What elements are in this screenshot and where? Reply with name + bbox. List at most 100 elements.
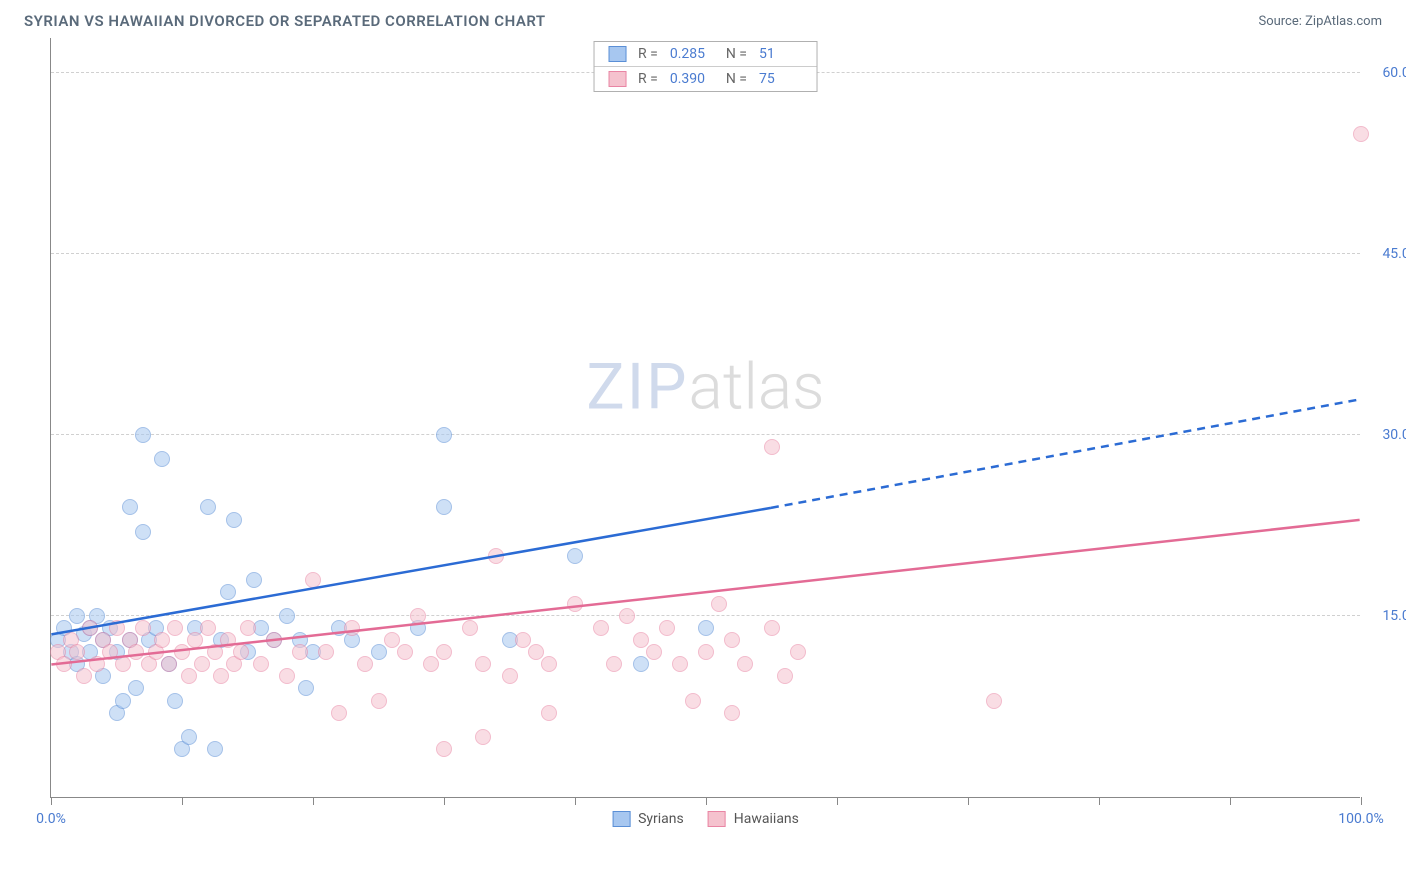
data-point xyxy=(344,620,360,636)
data-point xyxy=(135,620,151,636)
x-tick xyxy=(1230,797,1231,805)
plot-area: ZIPatlas R =0.285N =51R =0.390N =75 Syri… xyxy=(50,38,1360,798)
data-point xyxy=(220,632,236,648)
data-point xyxy=(194,656,210,672)
data-point xyxy=(986,693,1002,709)
data-point xyxy=(633,656,649,672)
data-point xyxy=(318,644,334,660)
data-point xyxy=(56,656,72,672)
data-point xyxy=(200,620,216,636)
data-point xyxy=(253,656,269,672)
n-value: 51 xyxy=(759,46,803,62)
r-label: R = xyxy=(638,46,658,62)
data-point xyxy=(109,620,125,636)
data-point xyxy=(462,620,478,636)
y-tick-label: 30.0% xyxy=(1365,427,1406,443)
data-point xyxy=(371,693,387,709)
x-tick-label: 0.0% xyxy=(36,811,66,827)
data-point xyxy=(357,656,373,672)
data-point xyxy=(410,608,426,624)
data-point xyxy=(436,499,452,515)
data-point xyxy=(528,644,544,660)
legend-series-item: Hawaiians xyxy=(708,811,799,827)
watermark: ZIPatlas xyxy=(586,350,824,425)
x-tick-label: 100.0% xyxy=(1338,811,1383,827)
gridline xyxy=(51,615,1360,616)
gridline xyxy=(51,253,1360,254)
data-point xyxy=(167,693,183,709)
data-point xyxy=(69,608,85,624)
data-point xyxy=(279,608,295,624)
data-point xyxy=(233,644,249,660)
data-point xyxy=(207,741,223,757)
data-point xyxy=(646,644,662,660)
legend-series-label: Syrians xyxy=(638,811,684,827)
legend-swatch xyxy=(612,811,630,827)
data-point xyxy=(292,644,308,660)
chart-header: SYRIAN VS HAWAIIAN DIVORCED OR SEPARATED… xyxy=(0,0,1406,38)
series-legend: Syrians Hawaiians xyxy=(612,811,799,827)
data-point xyxy=(154,451,170,467)
data-point xyxy=(672,656,688,672)
legend-series-label: Hawaiians xyxy=(734,811,799,827)
data-point xyxy=(305,572,321,588)
data-point xyxy=(436,741,452,757)
data-point xyxy=(502,668,518,684)
data-point xyxy=(69,644,85,660)
data-point xyxy=(606,656,622,672)
data-point xyxy=(698,644,714,660)
data-point xyxy=(436,644,452,660)
source-attribution: Source: ZipAtlas.com xyxy=(1258,14,1382,29)
data-point xyxy=(593,620,609,636)
r-value: 0.390 xyxy=(670,71,714,87)
data-point xyxy=(790,644,806,660)
data-point xyxy=(488,548,504,564)
chart-title: SYRIAN VS HAWAIIAN DIVORCED OR SEPARATED… xyxy=(24,12,546,30)
legend-swatch xyxy=(608,46,626,62)
data-point xyxy=(711,596,727,612)
data-point xyxy=(397,644,413,660)
chart-container: Divorced or Separated ZIPatlas R =0.285N… xyxy=(50,38,1382,798)
data-point xyxy=(698,620,714,636)
data-point xyxy=(174,644,190,660)
data-point xyxy=(724,705,740,721)
data-point xyxy=(220,584,236,600)
data-point xyxy=(764,620,780,636)
data-point xyxy=(167,620,183,636)
data-point xyxy=(475,729,491,745)
trendlines-layer xyxy=(51,38,1360,797)
data-point xyxy=(764,439,780,455)
data-point xyxy=(89,656,105,672)
n-label: N = xyxy=(726,46,747,62)
r-label: R = xyxy=(638,71,658,87)
data-point xyxy=(82,620,98,636)
legend-stat-row: R =0.390N =75 xyxy=(594,67,817,91)
data-point xyxy=(567,596,583,612)
data-point xyxy=(541,705,557,721)
data-point xyxy=(384,632,400,648)
x-tick xyxy=(182,797,183,805)
legend-swatch xyxy=(608,71,626,87)
data-point xyxy=(436,427,452,443)
data-point xyxy=(226,512,242,528)
data-point xyxy=(331,705,347,721)
data-point xyxy=(423,656,439,672)
data-point xyxy=(122,499,138,515)
data-point xyxy=(161,656,177,672)
data-point xyxy=(567,548,583,564)
x-tick xyxy=(706,797,707,805)
data-point xyxy=(181,729,197,745)
data-point xyxy=(213,668,229,684)
data-point xyxy=(279,668,295,684)
x-tick xyxy=(837,797,838,805)
legend-stat-row: R =0.285N =51 xyxy=(594,42,817,67)
data-point xyxy=(246,572,262,588)
x-tick xyxy=(1099,797,1100,805)
y-tick-label: 15.0% xyxy=(1365,608,1406,624)
data-point xyxy=(200,499,216,515)
y-tick-label: 60.0% xyxy=(1365,65,1406,81)
x-tick xyxy=(51,797,52,805)
data-point xyxy=(659,620,675,636)
legend-series-item: Syrians xyxy=(612,811,684,827)
data-point xyxy=(266,632,282,648)
